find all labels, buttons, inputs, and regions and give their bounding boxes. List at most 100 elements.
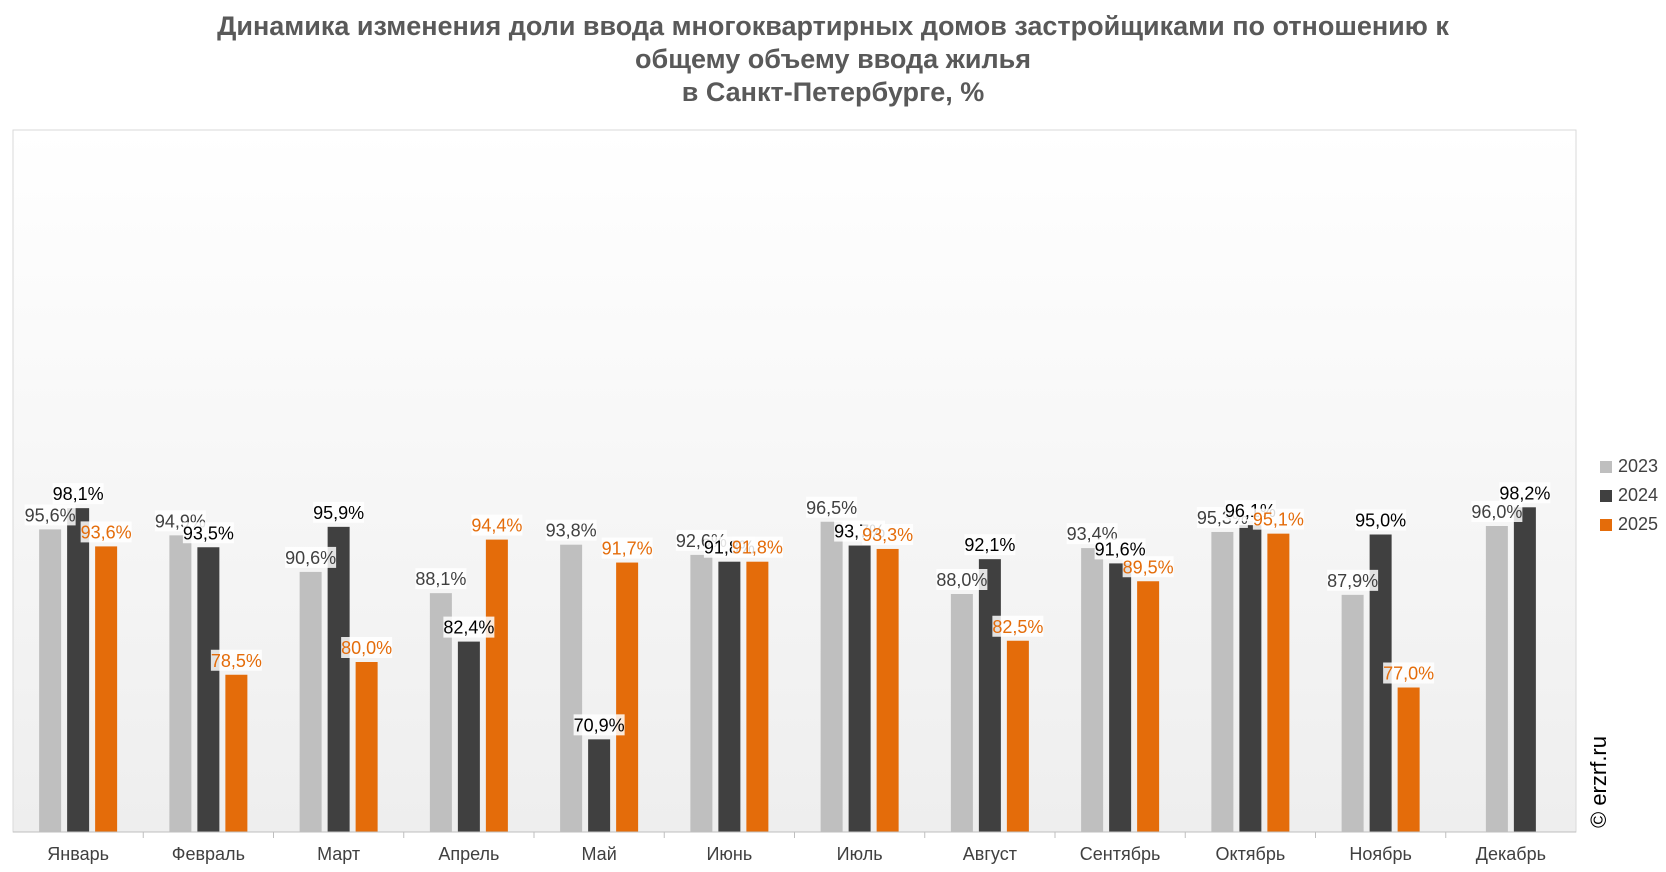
bar-2024-3: [457, 641, 480, 832]
data-label-bg: [210, 649, 262, 671]
legend-item-2024: 2024: [1600, 481, 1658, 510]
data-label-bg: [601, 537, 653, 559]
data-label-bg: [731, 536, 783, 558]
x-tick-label: Март: [317, 844, 360, 864]
data-label-bg: [1122, 556, 1174, 578]
legend-swatch-2023: [1600, 460, 1612, 473]
data-label-2025-7: 82,5%: [992, 617, 1043, 637]
bar-2023-9: [1211, 531, 1234, 832]
bar-2025-6: [876, 548, 899, 832]
bar-2024-0: [67, 508, 90, 832]
data-label-bg: [415, 568, 467, 590]
bar-2023-6: [820, 521, 843, 832]
bar-2023-3: [429, 593, 452, 832]
x-tick-label: Декабрь: [1476, 844, 1546, 864]
bar-2023-2: [299, 571, 322, 832]
data-label-bg: [443, 616, 495, 638]
bar-2025-4: [616, 562, 639, 832]
data-label-2024-8: 91,6%: [1095, 539, 1146, 559]
bar-2024-8: [1109, 563, 1132, 832]
data-label-bg: [862, 523, 914, 545]
data-label-bg: [573, 714, 625, 736]
bar-2023-4: [560, 544, 583, 832]
data-label-bg: [1499, 482, 1551, 504]
bar-2025-2: [355, 662, 378, 832]
x-tick-label: Ноябрь: [1349, 844, 1411, 864]
data-label-2023-2: 90,6%: [285, 548, 336, 568]
bar-2024-9: [1239, 525, 1262, 832]
bar-2025-7: [1006, 640, 1029, 832]
data-label-2023-3: 88,1%: [415, 569, 466, 589]
data-label-2023-0: 95,6%: [25, 505, 76, 525]
data-label-2024-0: 98,1%: [53, 484, 104, 504]
bar-2025-8: [1137, 581, 1160, 832]
data-label-bg: [471, 514, 523, 536]
bar-2023-11: [1485, 526, 1508, 832]
data-label-bg: [806, 496, 858, 518]
data-label-2023-11: 96,0%: [1471, 502, 1522, 522]
bar-2025-10: [1397, 687, 1420, 832]
bar-2023-0: [39, 529, 62, 832]
x-tick-label: Июнь: [706, 844, 752, 864]
data-label-2023-7: 88,0%: [936, 570, 987, 590]
data-label-2024-1: 93,5%: [183, 523, 234, 543]
data-label-bg: [1471, 501, 1523, 522]
data-label-2023-4: 93,8%: [546, 521, 597, 541]
legend-swatch-2024: [1600, 489, 1612, 502]
data-label-2025-8: 89,5%: [1123, 557, 1174, 577]
data-label-2024-3: 82,4%: [443, 618, 494, 638]
title-line-3: в Санкт-Петербурге, %: [681, 77, 985, 107]
x-tick-label: Январь: [47, 844, 109, 864]
legend-label-2023: 2023: [1618, 456, 1659, 476]
data-label-bg: [341, 637, 393, 658]
data-label-2024-2: 95,9%: [313, 503, 364, 523]
data-label-bg: [1383, 662, 1435, 684]
legend-label-2024: 2024: [1618, 485, 1659, 505]
x-tick-label: Апрель: [438, 844, 499, 864]
bar-2023-5: [690, 554, 713, 832]
data-label-bg: [1094, 538, 1146, 560]
data-label-2025-0: 93,6%: [81, 522, 132, 542]
data-label-bg: [1252, 508, 1304, 530]
data-label-bg: [1355, 509, 1407, 531]
x-tick-label: Август: [963, 844, 1017, 864]
bar-2024-10: [1369, 534, 1392, 832]
data-label-2024-7: 92,1%: [964, 535, 1015, 555]
data-label-bg: [80, 521, 132, 543]
bar-2025-1: [225, 674, 248, 832]
bar-2024-4: [588, 739, 611, 832]
x-tick-label: Май: [581, 844, 616, 864]
legend: 2023 2024 2025: [1600, 452, 1658, 539]
bar-2024-5: [718, 561, 741, 832]
x-tick-label: Февраль: [172, 844, 245, 864]
data-label-bg: [313, 501, 365, 523]
data-label-bg: [936, 569, 988, 590]
data-label-bg: [24, 504, 76, 526]
bar-2023-10: [1341, 594, 1364, 832]
bars-layer: [39, 507, 1536, 832]
data-label-bg: [52, 483, 104, 505]
x-axis: Январь Февраль Март Апрель Май Июнь Июль Август…: [13, 831, 1576, 864]
data-label-bg: [964, 534, 1016, 556]
bar-2024-1: [197, 547, 220, 832]
data-label-2024-4: 70,9%: [574, 715, 625, 735]
bar-2023-1: [169, 535, 192, 832]
bar-2025-9: [1267, 533, 1290, 832]
bar-2024-2: [327, 526, 350, 832]
bar-2025-5: [746, 561, 769, 832]
data-label-2025-6: 93,3%: [862, 525, 913, 545]
bar-2023-7: [950, 594, 973, 832]
x-tick-label: Июль: [837, 844, 883, 864]
data-label-2025-2: 80,0%: [341, 638, 392, 658]
legend-item-2025: 2025: [1600, 510, 1658, 539]
data-label-2025-3: 94,4%: [471, 516, 522, 536]
watermark: © erzrf.ru: [1586, 736, 1611, 828]
plot-area: [12, 129, 1577, 833]
data-label-2024-10: 95,0%: [1355, 511, 1406, 531]
bar-2024-7: [978, 559, 1001, 832]
data-label-bg: [545, 519, 597, 541]
chart-title: Динамика изменения доли ввода многокварт…: [0, 10, 1666, 109]
data-label-bg: [992, 615, 1044, 637]
data-label-2025-10: 77,0%: [1383, 664, 1434, 684]
